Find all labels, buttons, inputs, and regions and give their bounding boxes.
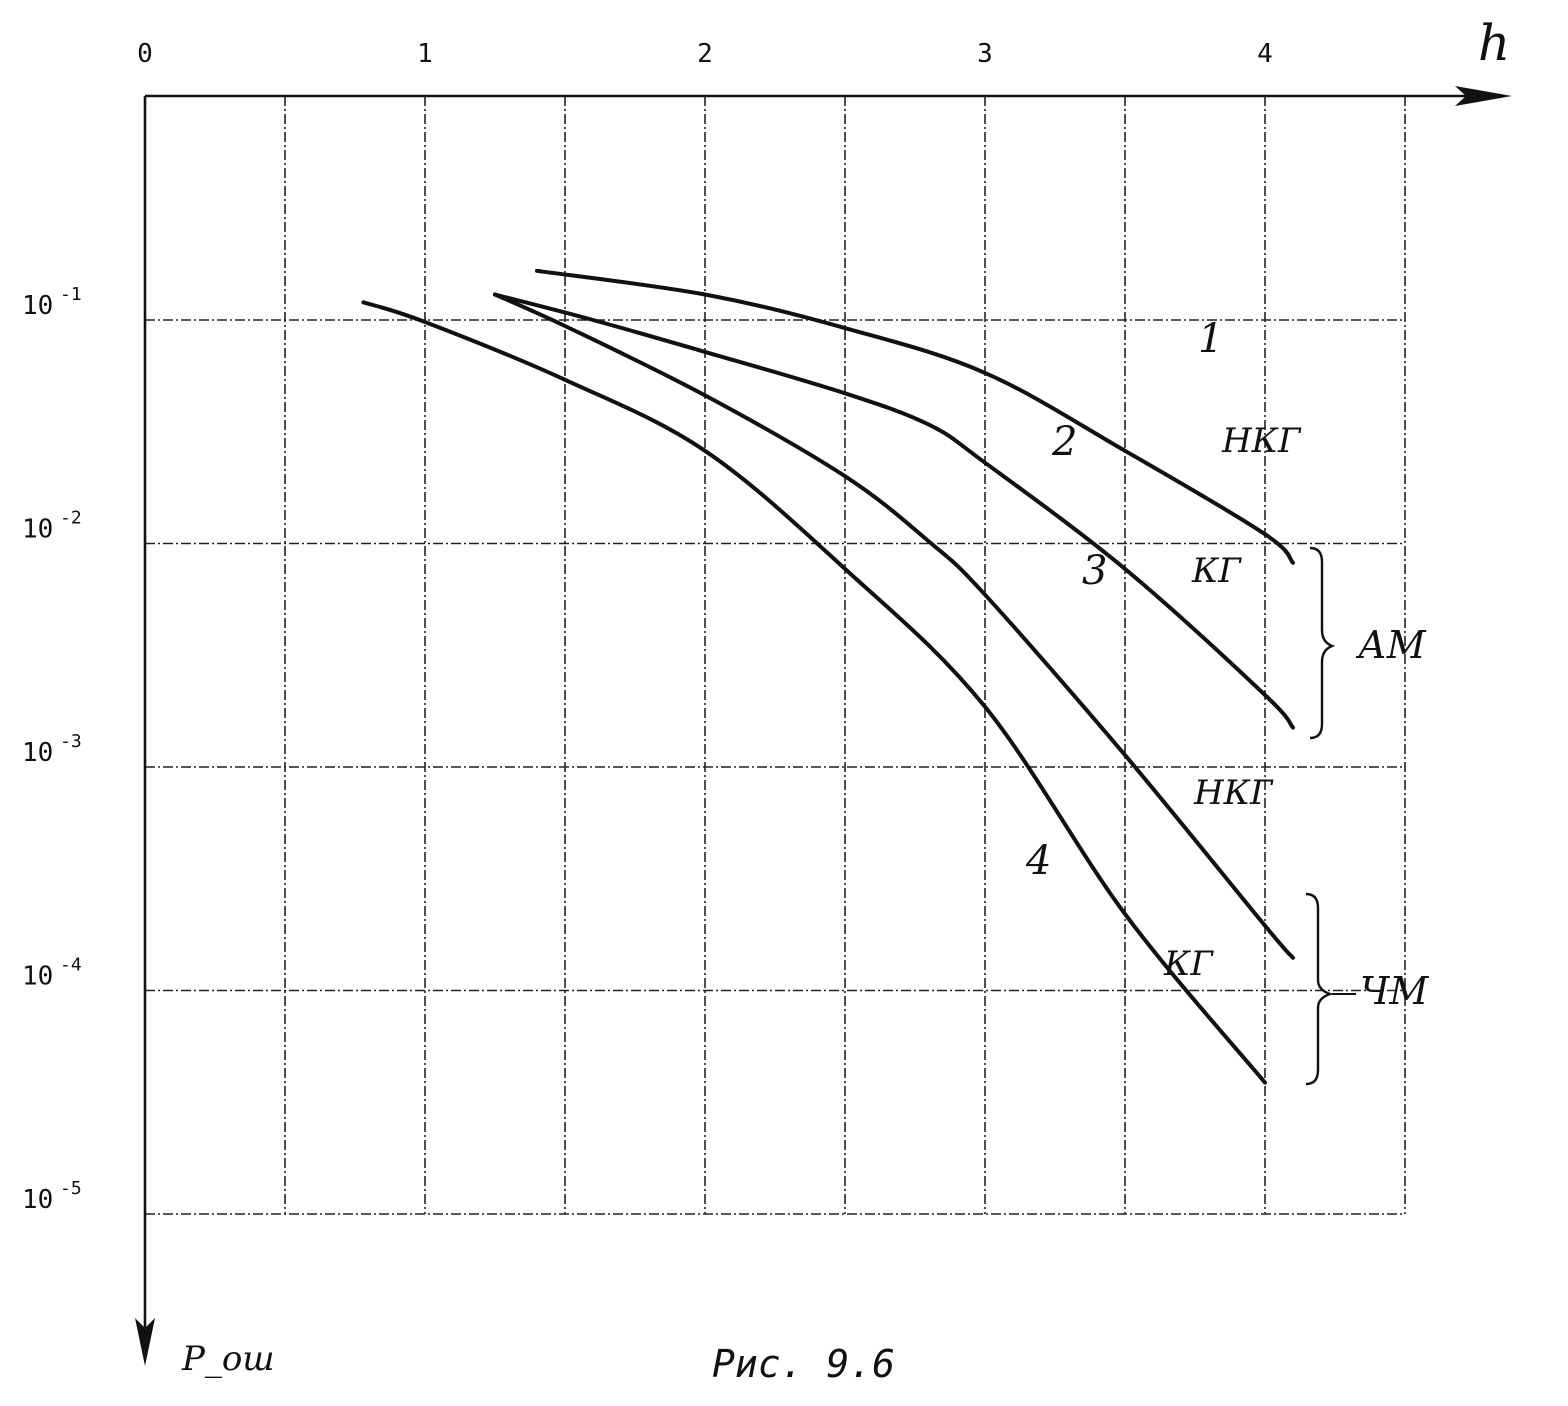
x-tick-label-1: 1	[417, 39, 433, 69]
figure-caption: Рис. 9.6	[712, 1342, 895, 1386]
brace-am	[1309, 546, 1336, 740]
y-tick-label-3: 10	[22, 738, 53, 768]
y-tick-exponent-1: -1	[60, 284, 82, 305]
curve-number-4: 4	[1025, 838, 1051, 884]
grid	[145, 96, 1406, 1215]
label-kg-am: КГ	[1191, 551, 1242, 591]
group-label-fm: ЧМ	[1360, 969, 1429, 1013]
curve-3	[493, 292, 1295, 960]
x-axis-label: h	[1478, 14, 1510, 72]
curve-number-2: 2	[1051, 419, 1077, 465]
label-nkg-fm: НКГ	[1193, 773, 1274, 813]
x-axis-arrow	[1455, 86, 1512, 106]
y-tick-exponent-3: -3	[60, 731, 82, 752]
label-nkg-am: НКГ	[1221, 421, 1302, 461]
y-axis-arrow	[135, 1318, 155, 1366]
y-tick-label-1: 10	[22, 291, 53, 321]
curve-4	[361, 300, 1267, 1085]
x-tick-labels: 0 1 2 3 4	[137, 39, 1273, 69]
axes	[135, 86, 1512, 1366]
y-tick-label-4: 10	[22, 962, 53, 992]
curve-number-3: 3	[1082, 548, 1107, 594]
x-tick-label-3: 3	[977, 39, 993, 69]
curve-2	[493, 292, 1295, 730]
label-kg-fm: КГ	[1163, 944, 1214, 984]
y-tick-exponent-5: -5	[60, 1178, 82, 1199]
group-label-am: АМ	[1355, 623, 1427, 667]
series-curves	[361, 268, 1295, 1085]
y-tick-exponent-2: -2	[60, 508, 82, 529]
x-tick-label-0: 0	[137, 39, 153, 69]
x-tick-label-2: 2	[697, 39, 713, 69]
curve-number-1: 1	[1198, 316, 1223, 362]
y-axis-label: P_ош	[181, 1339, 275, 1379]
curve-1	[535, 268, 1295, 565]
brace-fm	[1305, 892, 1334, 1086]
y-tick-label-2: 10	[22, 515, 53, 545]
y-tick-labels: 10 -1 10 -2 10 -3 10 -4 10 -5	[22, 284, 82, 1215]
y-tick-exponent-4: -4	[60, 955, 82, 976]
y-tick-label-5: 10	[22, 1185, 53, 1215]
x-tick-label-4: 4	[1257, 39, 1273, 69]
